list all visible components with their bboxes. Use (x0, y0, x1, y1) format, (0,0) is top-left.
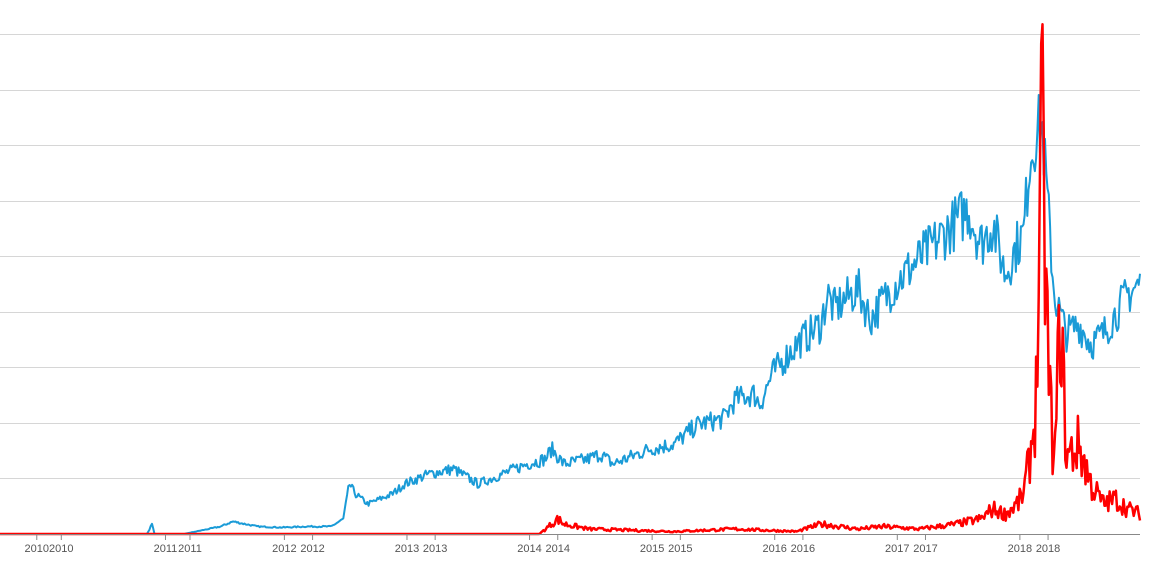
x-tick-label: 2015 (668, 543, 692, 555)
x-tick-label: 2014 (545, 543, 569, 555)
x-tick-label: 2018 (1036, 543, 1060, 555)
gridlines (0, 34, 1140, 535)
x-tick-label: 2018 (1008, 543, 1032, 555)
x-tick-label: 2015 (640, 543, 664, 555)
x-tick-label: 2014 (517, 543, 541, 555)
x-tick-label: 2012 (272, 543, 296, 555)
x-tick-label: 2012 (300, 543, 324, 555)
x-tick-label: 2016 (791, 543, 815, 555)
x-tick-label: 2010 (25, 543, 49, 555)
x-tick-label: 2010 (49, 543, 73, 555)
series-line-1 (0, 94, 1141, 535)
x-tick-label: 2017 (885, 543, 909, 555)
series-line-2 (0, 23, 1142, 536)
x-tick-label: 2013 (423, 543, 447, 555)
x-axis: 2010 2010 2011 2011 2012 2012 2013 2013 2014 2014… (0, 534, 1140, 555)
x-tick-label: 2013 (395, 543, 419, 555)
x-tick-label: 2016 (762, 543, 786, 555)
x-tick-label: 2011 (178, 543, 202, 555)
x-tick-label: 2017 (913, 543, 937, 555)
series-lines (0, 23, 1142, 536)
x-tick-label: 2011 (154, 543, 178, 555)
